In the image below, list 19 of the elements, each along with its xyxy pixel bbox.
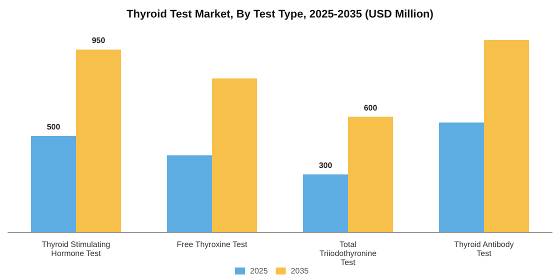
data-label: 500 — [46, 122, 61, 132]
x-tick-label: Total Triiodothyronine Test — [319, 240, 378, 267]
bar — [212, 78, 257, 232]
bar — [348, 116, 393, 232]
legend-label: 2025 — [250, 266, 268, 276]
data-label: 600 — [364, 103, 378, 112]
bar — [167, 155, 212, 232]
bar — [76, 50, 121, 232]
bar — [484, 40, 529, 232]
legend-label: 2035 — [290, 266, 310, 276]
data-label: 300 — [318, 160, 333, 170]
chart-title: Thyroid Test Market, By Test Type, 2025-2035 (USD Million) — [126, 8, 434, 20]
x-tick-label: Thyroid Stimulating Hormone Test — [42, 240, 110, 258]
data-label: 950 — [92, 36, 106, 46]
bar — [31, 136, 76, 232]
x-tick-label: Thyroid Antibody Test — [454, 240, 514, 258]
bar — [303, 174, 348, 232]
x-tick-label: Free Thyroxine Test — [176, 240, 248, 249]
bar — [439, 122, 484, 232]
